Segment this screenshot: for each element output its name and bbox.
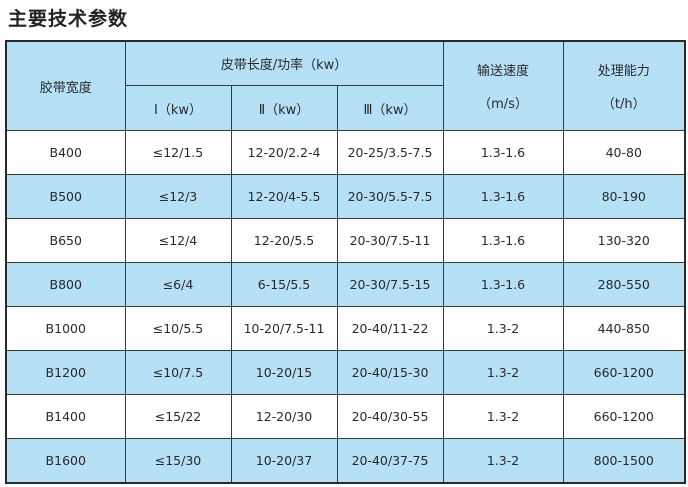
- table-row: B1400 ≤15/22 12-20/30 20-40/30-55 1.3-2 660-1…: [5, 394, 686, 439]
- width-cell: B1600: [5, 438, 126, 484]
- power-2-cell: 12-20/2.2-4: [230, 130, 338, 175]
- speed-cell: 1.3-1.6: [442, 218, 564, 263]
- power-2-cell: 10-20/7.5-11: [230, 306, 338, 351]
- power-1-cell: ≤6/4: [124, 262, 232, 307]
- power-3-cell: 20-30/7.5-11: [336, 218, 444, 263]
- speed-cell: 1.3-2: [442, 306, 564, 351]
- power-2-cell: 10-20/37: [230, 438, 338, 484]
- header-sub-2: Ⅱ（kw）: [230, 85, 338, 131]
- power-3-cell: 20-40/37-75: [336, 438, 444, 484]
- width-cell: B650: [5, 218, 126, 263]
- table-row: B400 ≤12/1.5 12-20/2.2-4 20-25/3.5-7.5 1.3-1…: [5, 130, 686, 175]
- power-1-cell: ≤12/3: [124, 174, 232, 219]
- power-2-cell: 10-20/15: [230, 350, 338, 395]
- capacity-cell: 800-1500: [562, 438, 686, 484]
- power-1-cell: ≤10/7.5: [124, 350, 232, 395]
- speed-cell: 1.3-2: [442, 438, 564, 484]
- power-3-cell: 20-40/15-30: [336, 350, 444, 395]
- width-cell: B1400: [5, 394, 126, 439]
- table-row: B1000 ≤10/5.5 10-20/7.5-11 20-40/11-22 1.3-2…: [5, 306, 686, 351]
- table-row: B1200 ≤10/7.5 10-20/15 20-40/15-30 1.3-2 660-…: [5, 350, 686, 395]
- power-3-cell: 20-40/11-22: [336, 306, 444, 351]
- header-speed-label: 输送速度: [476, 64, 529, 79]
- power-1-cell: ≤12/4: [124, 218, 232, 263]
- header-capacity-unit: （t/h）: [601, 97, 646, 112]
- capacity-cell: 80-190: [562, 174, 686, 219]
- header-row: 胶带宽度 皮带长度/功率（kw） 输送速度 （m/s） 处理能力 （t/h）: [5, 40, 686, 131]
- header-speed: 输送速度 （m/s）: [442, 40, 564, 131]
- capacity-cell: 660-1200: [562, 350, 686, 395]
- width-cell: B1200: [5, 350, 126, 395]
- header-width: 胶带宽度: [5, 40, 126, 131]
- speed-cell: 1.3-2: [442, 350, 564, 395]
- page-title: 主要技术参数: [8, 8, 129, 30]
- width-cell: B400: [5, 130, 126, 175]
- width-cell: B800: [5, 262, 126, 307]
- power-3-cell: 20-30/7.5-15: [336, 262, 444, 307]
- speed-cell: 1.3-2: [442, 394, 564, 439]
- capacity-cell: 40-80: [562, 130, 686, 175]
- power-1-cell: ≤15/30: [124, 438, 232, 484]
- power-3-cell: 20-25/3.5-7.5: [336, 130, 444, 175]
- width-cell: B500: [5, 174, 126, 219]
- table-row: B500 ≤12/3 12-20/4-5.5 20-30/5.5-7.5 1.3-1.6…: [5, 174, 686, 219]
- power-1-cell: ≤10/5.5: [124, 306, 232, 351]
- power-3-cell: 20-40/30-55: [336, 394, 444, 439]
- power-1-cell: ≤15/22: [124, 394, 232, 439]
- capacity-cell: 130-320: [562, 218, 686, 263]
- power-3-cell: 20-30/5.5-7.5: [336, 174, 444, 219]
- table-row: B650 ≤12/4 12-20/5.5 20-30/7.5-11 1.3-1.6 130…: [5, 218, 686, 263]
- speed-cell: 1.3-1.6: [442, 174, 564, 219]
- capacity-cell: 440-850: [562, 306, 686, 351]
- header-sub-3: Ⅲ（kw）: [336, 85, 444, 131]
- speed-cell: 1.3-1.6: [442, 262, 564, 307]
- table-row: B1600 ≤15/30 10-20/37 20-40/37-75 1.3-2 800-1…: [5, 438, 686, 484]
- table-row: B800 ≤6/4 6-15/5.5 20-30/7.5-15 1.3-1.6 280-5…: [5, 262, 686, 307]
- header-capacity: 处理能力 （t/h）: [562, 40, 686, 131]
- header-speed-unit: （m/s）: [478, 97, 528, 112]
- capacity-cell: 660-1200: [562, 394, 686, 439]
- width-cell: B1000: [5, 306, 126, 351]
- header-length-power: 皮带长度/功率（kw）: [124, 40, 444, 86]
- capacity-cell: 280-550: [562, 262, 686, 307]
- header-sub-1: Ⅰ（kw）: [124, 85, 232, 131]
- speed-cell: 1.3-1.6: [442, 130, 564, 175]
- subheader-row: Ⅰ（kw） Ⅱ（kw） Ⅲ（kw）: [6, 85, 685, 131]
- power-2-cell: 6-15/5.5: [230, 262, 338, 307]
- spec-table: 胶带宽度 皮带长度/功率（kw） 输送速度 （m/s） 处理能力 （t/h） Ⅰ…: [5, 40, 686, 484]
- power-2-cell: 12-20/4-5.5: [230, 174, 338, 219]
- power-1-cell: ≤12/1.5: [124, 130, 232, 175]
- header-capacity-label: 处理能力: [597, 64, 650, 79]
- power-2-cell: 12-20/5.5: [230, 218, 338, 263]
- power-2-cell: 12-20/30: [230, 394, 338, 439]
